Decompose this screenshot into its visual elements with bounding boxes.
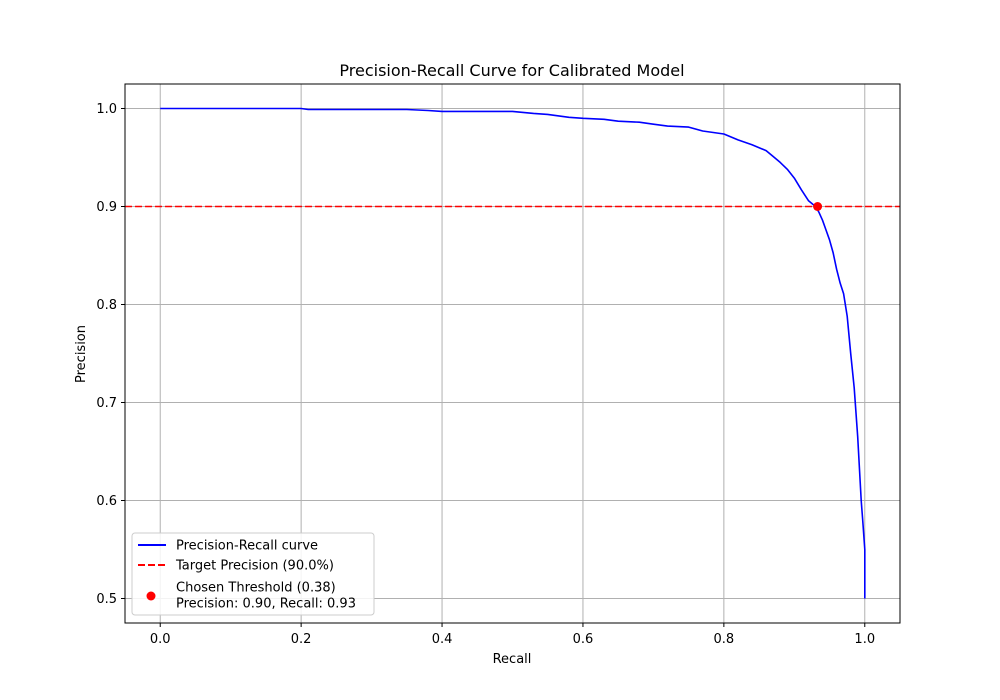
legend-swatch-threshold (146, 591, 156, 601)
chart-title: Precision-Recall Curve for Calibrated Mo… (339, 61, 684, 80)
x-tick-label: 0.6 (573, 632, 594, 647)
legend-label-threshold: Chosen Threshold (0.38) (176, 581, 336, 596)
legend-box (131, 532, 375, 616)
ticks: 0.0 0.2 0.4 0.6 0.8 1.0 0.5 0.6 0.7 0.8 0.9 1.0 (96, 102, 875, 647)
chosen-threshold-point (813, 202, 823, 211)
y-tick-label: 0.8 (96, 298, 117, 313)
plot-area (125, 107, 900, 599)
y-tick-label: 1.0 (96, 102, 117, 117)
legend-label-target: Target Precision (90.0%) (175, 559, 334, 574)
x-tick-label: 0.4 (432, 632, 453, 647)
y-tick-label: 0.6 (96, 494, 117, 509)
x-tick-label: 0.8 (714, 632, 735, 647)
legend-label-threshold-detail: Precision: 0.90, Recall: 0.93 (176, 597, 356, 612)
x-tick-label: 0.2 (291, 632, 312, 647)
x-tick-label: 1.0 (854, 632, 875, 647)
axes-frame (124, 83, 901, 624)
y-tick-label: 0.9 (96, 200, 117, 215)
legend-label-curve: Precision-Recall curve (176, 539, 318, 554)
pr-curve-line (160, 107, 866, 599)
x-tick-label: 0.0 (150, 632, 171, 647)
legend: Precision-Recall curve Target Precision … (131, 532, 375, 616)
y-tick-label: 0.5 (96, 592, 117, 607)
x-axis-label: Recall (493, 652, 532, 667)
y-axis-label: Precision (74, 325, 89, 383)
y-tick-label: 0.7 (96, 396, 117, 411)
